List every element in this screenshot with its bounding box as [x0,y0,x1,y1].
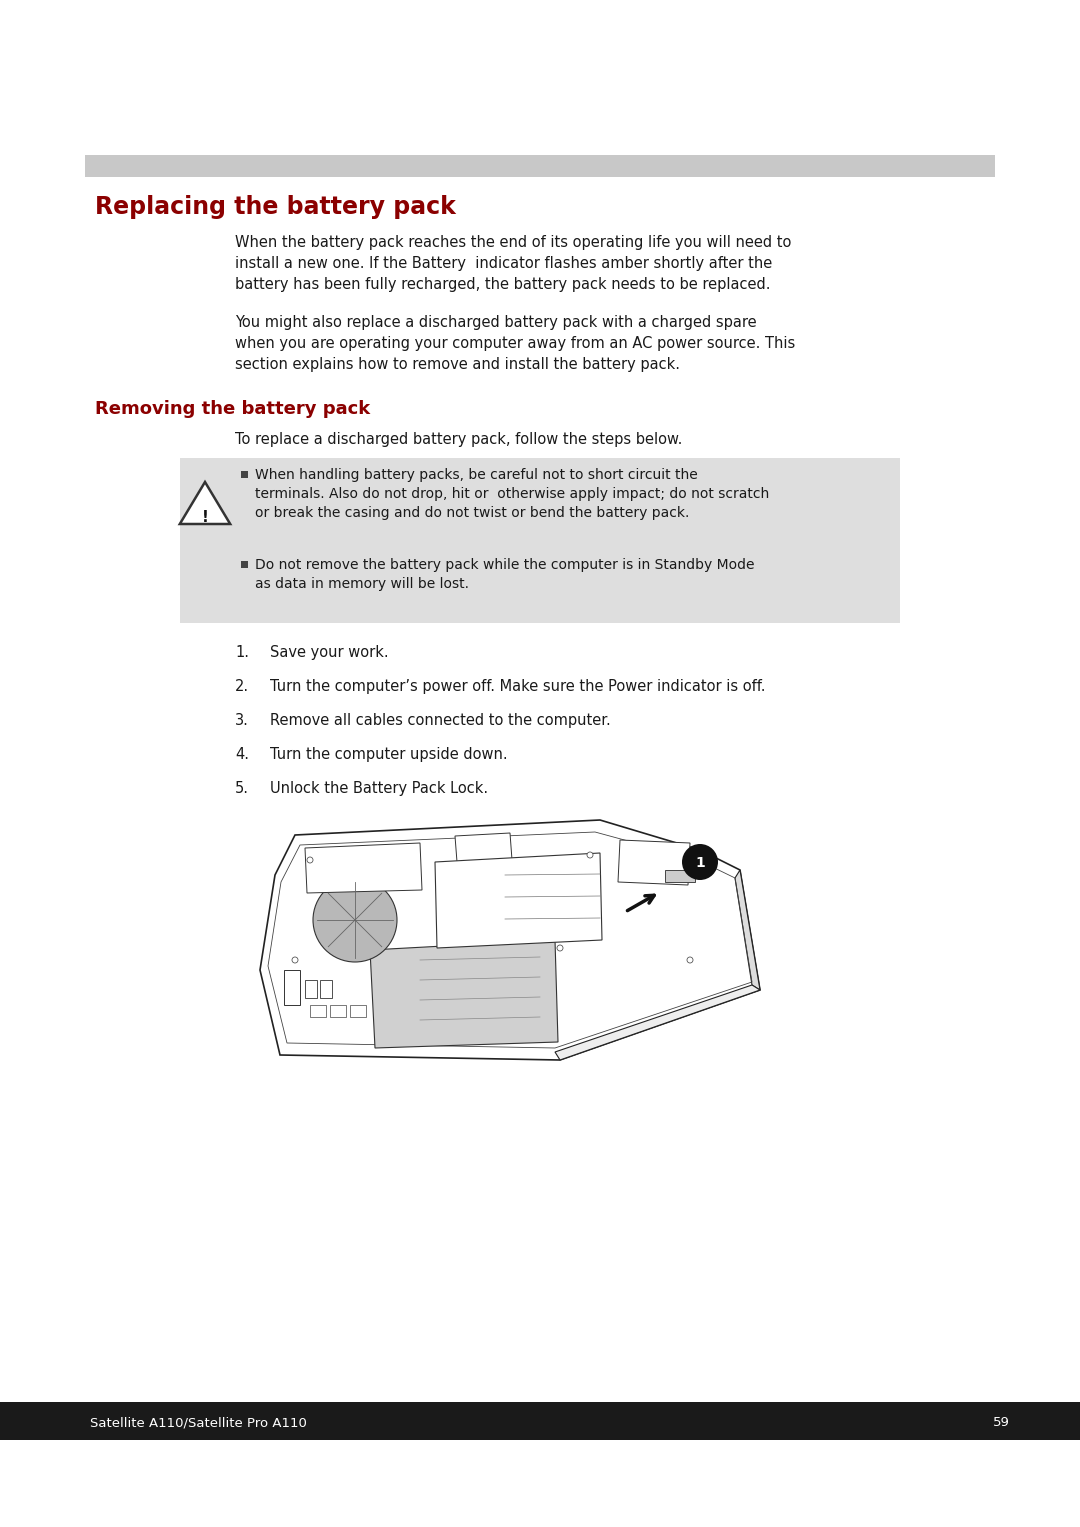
Text: 59: 59 [994,1417,1010,1429]
Circle shape [307,857,313,863]
Bar [330,1005,346,1017]
Polygon shape [305,843,422,893]
Bar [85,156,995,177]
Text: !: ! [202,510,208,525]
Polygon shape [455,834,512,863]
Bar [350,1005,366,1017]
Text: Replacing the battery pack: Replacing the battery pack [95,195,456,218]
Circle shape [681,844,718,880]
Bar [241,560,248,568]
Circle shape [292,957,298,964]
Polygon shape [618,840,690,886]
Bar [241,470,248,478]
Polygon shape [370,941,558,1048]
Text: Turn the computer’s power off. Make sure the Power indicator is off.: Turn the computer’s power off. Make sure… [270,680,766,693]
Bar [665,870,696,883]
Bar [310,1005,326,1017]
Polygon shape [260,820,760,1060]
Text: You might also replace a discharged battery pack with a charged spare
when you a: You might also replace a discharged batt… [235,315,795,373]
Text: Save your work.: Save your work. [270,644,389,660]
Bar [284,970,300,1005]
Text: 2.: 2. [235,680,249,693]
Text: Unlock the Battery Pack Lock.: Unlock the Battery Pack Lock. [270,780,488,796]
Circle shape [313,878,397,962]
Text: When handling battery packs, be careful not to short circuit the
terminals. Also: When handling battery packs, be careful … [255,467,769,519]
Text: Turn the computer upside down.: Turn the computer upside down. [270,747,508,762]
Text: Removing the battery pack: Removing the battery pack [95,400,370,418]
Text: 5.: 5. [235,780,249,796]
Text: Remove all cables connected to the computer.: Remove all cables connected to the compu… [270,713,611,728]
Bar [0,1402,1080,1440]
Text: 1.: 1. [235,644,249,660]
Polygon shape [555,985,760,1060]
Bar [180,458,900,623]
Text: Satellite A110/Satellite Pro A110: Satellite A110/Satellite Pro A110 [90,1417,307,1429]
Text: To replace a discharged battery pack, follow the steps below.: To replace a discharged battery pack, fo… [235,432,683,447]
Text: 3.: 3. [235,713,248,728]
Polygon shape [735,870,760,989]
Bar [305,980,318,999]
Text: Do not remove the battery pack while the computer is in Standby Mode
as data in : Do not remove the battery pack while the… [255,557,755,591]
Text: When the battery pack reaches the end of its operating life you will need to
ins: When the battery pack reaches the end of… [235,235,792,292]
Polygon shape [179,483,230,524]
Text: 1: 1 [696,857,705,870]
Circle shape [557,945,563,951]
Circle shape [588,852,593,858]
Text: 4.: 4. [235,747,249,762]
Bar [320,980,332,999]
Polygon shape [435,854,602,948]
Circle shape [687,957,693,964]
